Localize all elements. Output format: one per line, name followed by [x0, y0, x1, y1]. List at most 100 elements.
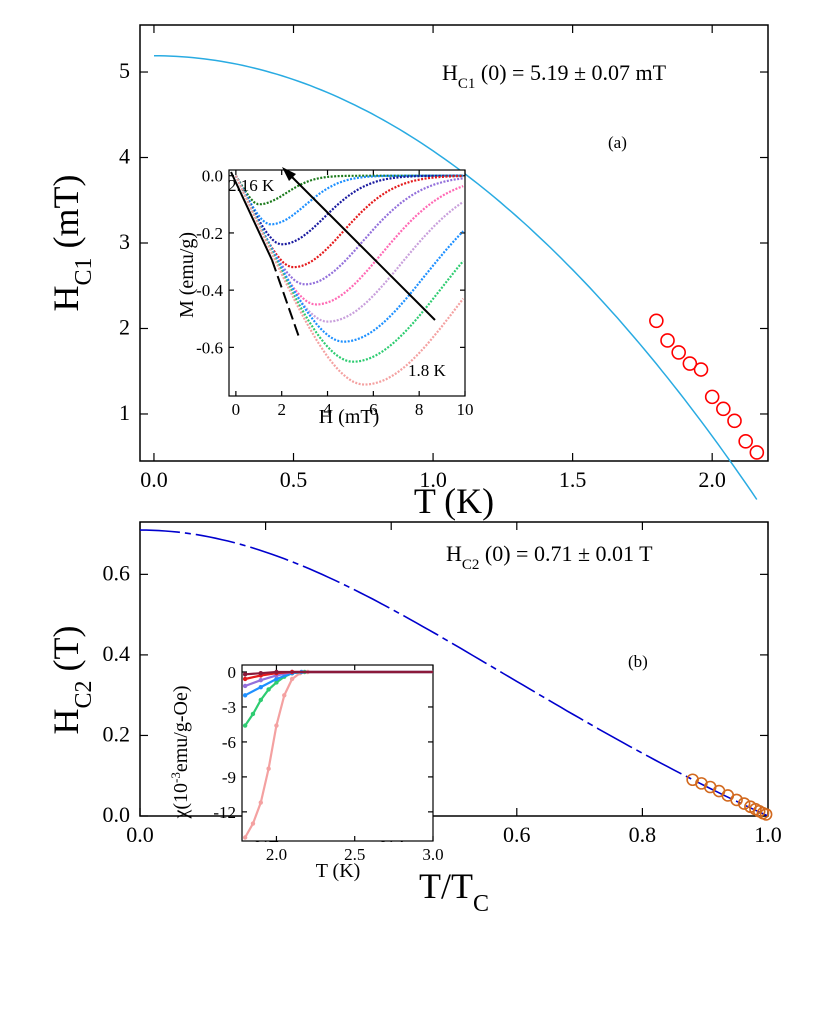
panel-a-data-point [649, 313, 664, 329]
panel-b-inset-point [242, 672, 248, 677]
panel-a-x-tick-label: 1.0 [419, 467, 447, 492]
panel-a-inset-curve [234, 175, 464, 343]
inset-arrow-line [286, 171, 436, 321]
panel-a-inset-label-low-t: 1.8 K [408, 361, 447, 380]
panel-a-fit-curve [154, 55, 758, 500]
panel-b-inset-point [258, 677, 263, 683]
panel-b-data-point [759, 808, 773, 821]
panel-b-inset-point [242, 676, 248, 682]
panel-b-x-tick-label: 0.6 [503, 822, 531, 847]
panel-a-inset-x-tick-label: 8 [415, 400, 424, 419]
panel-a-annotation: HC1 (0) = 5.19 ± 0.07 mT [442, 60, 667, 92]
panel-a-data-point [671, 345, 686, 360]
panel-a-inset-x-tick-label: 10 [457, 400, 474, 419]
panel-a-data-point [660, 333, 675, 348]
panel-b-label: (b) [628, 652, 648, 671]
panel-b-inset-y-axis-title: χ(10-3emu/g-Oe) [168, 685, 193, 819]
panel-b-inset-frame [241, 664, 434, 842]
panel-a-y-tick-label: 1 [119, 400, 130, 425]
panel-a-inset-curve [234, 174, 464, 269]
panel-b-inset-x-tick-label: 2.0 [266, 845, 287, 864]
panel-b-data-point [737, 797, 751, 810]
panel-a-x-axis-title: T (K) [414, 481, 494, 521]
panel-b-inset-y-tick-label: -12 [213, 803, 236, 822]
panel-b-y-axis-title: HC2 (T) [46, 626, 97, 735]
panel-b-y-tick-label: 0.4 [103, 641, 131, 666]
panel-b-fit-line [140, 529, 769, 817]
panel-a-y-tick-label: 5 [119, 58, 130, 83]
panel-a-inset-curve [234, 175, 465, 386]
panel-a-inset-label-high-t: 2.16 K [228, 176, 275, 195]
panel-a-data-point [727, 413, 742, 429]
panel-a-y-axis-title: HC1 (mT) [46, 175, 97, 312]
panel-a-inset-y-tick-label: -0.4 [196, 281, 223, 300]
inset-slope-line [230, 171, 273, 261]
panel-b-inset-curve [245, 670, 433, 676]
panel-a-x-tick-label: 2.0 [698, 467, 726, 492]
panel-b-x-tick-label: 0.0 [126, 822, 154, 847]
panel-b-inset-point [274, 676, 279, 682]
panel-a-inset-y-axis-title: M (emu/g) [176, 232, 198, 318]
panel-a-inset-x-tick-label: 2 [277, 400, 286, 419]
panel-b-inset-x-tick-label: 3.0 [422, 845, 443, 864]
panel-a-y-tick-label: 4 [119, 144, 130, 169]
panel-b-x-tick-label: 1.0 [754, 822, 782, 847]
panel-a-y-tick-label: 3 [119, 229, 130, 254]
panel-a-data-point [704, 389, 720, 405]
panel-a-inset-x-tick-label: 0 [232, 400, 241, 419]
panel-b-inset-x-tick-label: 2.5 [344, 845, 365, 864]
panel-b-inset-y-tick-label: -6 [222, 733, 236, 752]
panel-a-x-tick-label: 1.5 [559, 467, 587, 492]
inset-arrow-head [282, 167, 296, 181]
panel-b-y-tick-label: 0.6 [103, 560, 131, 585]
panel-b-inset-point [242, 835, 248, 840]
panel-b-annotation: HC2 (0) = 0.71 ± 0.01 T [446, 541, 653, 573]
panel-b-x-axis-title: T/TC [419, 866, 489, 917]
panel-a-data-point [749, 445, 765, 460]
panel-b-inset-point [258, 697, 263, 703]
panel-b-inset-point [266, 687, 271, 692]
panel-a: 0.0 0.5 1.0 1.5 2.0 1 2 3 4 5 T (K) HC1 (mT) HC1 … [46, 24, 769, 521]
panel-a-data-point [716, 401, 731, 417]
panel-b-inset-point [250, 711, 256, 717]
panel-b-inset-point [242, 693, 248, 698]
panel-b-inset-point [274, 723, 279, 728]
panel-b-inset-point [258, 684, 263, 690]
panel-a-x-tick-label: 0.5 [280, 467, 308, 492]
panel-b-inset-ticks: 2.0 2.5 3.0 0 -3 -6 -9 -12 [213, 663, 443, 864]
panel-a-inset-x-tick-label: 6 [369, 400, 378, 419]
panel-a-inset: 0 2 4 6 8 100.0-0.2-0.4-0.6 H (mT) M (emu/g) … [176, 167, 474, 428]
panel-a-data-point [693, 362, 709, 377]
panel-a-y-tick-label: 2 [119, 314, 130, 339]
panel-a-x-tick-label: 0.0 [140, 467, 168, 492]
panel-b: 0.00.20.40.60.81.00.00.20.40.6 T/TC HC2 … [46, 521, 782, 917]
panel-b-inset: 2.0 2.5 3.0 0 -3 -6 -9 -12 T (K) χ(10-3emu/g-Oe… [168, 663, 444, 882]
panel-b-inset-point [242, 723, 248, 728]
panel-b-inset-point [250, 821, 256, 826]
panel-b-inset-curves [242, 669, 433, 840]
panel-b-data-points [686, 773, 773, 821]
panel-a-data-point [738, 434, 753, 449]
panel-b-data-point [730, 793, 743, 807]
panel-a-ticks: 0.0 0.5 1.0 1.5 2.0 1 2 3 4 5 [119, 25, 768, 492]
panel-b-inset-y-tick-label: -9 [222, 768, 236, 787]
panel-b-fit-curve [140, 529, 769, 817]
inset-slope-dashed-line [271, 259, 301, 341]
panel-b-inset-x-axis-title: T (K) [316, 860, 361, 882]
panel-a-data-point [682, 356, 698, 371]
panel-b-inset-point [274, 680, 279, 685]
panel-b-x-tick-label: 0.8 [629, 822, 657, 847]
panel-b-inset-point [289, 676, 295, 682]
panel-b-y-tick-label: 0.2 [103, 721, 131, 746]
panel-b-inset-point [282, 693, 287, 698]
panel-a-inset-x-tick-label: 4 [323, 400, 332, 419]
panel-a-inset-y-tick-label: -0.6 [196, 338, 223, 357]
panel-b-inset-point [266, 766, 271, 771]
panel-a-data-points [649, 313, 765, 460]
panel-b-inset-point [242, 683, 248, 689]
panel-b-inset-point [274, 669, 279, 675]
panel-b-inset-y-tick-label: 0 [228, 663, 237, 682]
panel-b-inset-y-tick-label: -3 [222, 698, 236, 717]
panel-a-inset-x-axis-title: H (mT) [319, 406, 380, 428]
